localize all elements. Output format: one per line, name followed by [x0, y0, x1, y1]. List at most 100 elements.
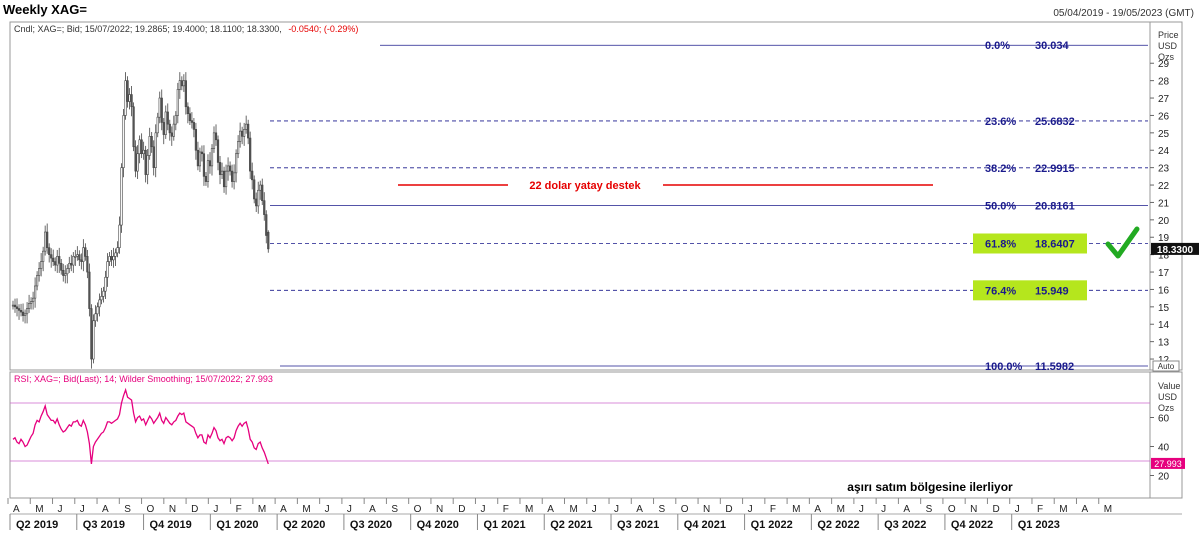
month-label: O: [147, 504, 155, 515]
price-tick-label: 14: [1158, 320, 1170, 331]
quarter-label: Q1 2023: [1018, 519, 1060, 531]
candle-body: [25, 308, 29, 315]
candle-body: [100, 296, 103, 301]
candle-body: [76, 254, 79, 257]
month-label: J: [1015, 504, 1020, 515]
candle-body: [228, 165, 232, 172]
candle-body: [11, 304, 15, 307]
candle-body: [21, 311, 25, 316]
price-tick-label: 25: [1158, 129, 1170, 140]
fib-value: 25.6832: [1035, 116, 1075, 128]
candle-body: [148, 136, 151, 156]
candle-body: [54, 261, 57, 266]
candle-body: [249, 137, 252, 172]
fib-percent: 23.6%: [985, 116, 1016, 128]
candle-body: [224, 170, 228, 188]
month-label: S: [391, 504, 398, 515]
price-tick-label: 17: [1158, 268, 1170, 279]
rsi-axis-title-line: Value: [1158, 381, 1180, 391]
rsi-panel-frame: [9, 371, 1183, 499]
month-label: J: [80, 504, 85, 515]
price-tick-label: 15: [1158, 303, 1170, 314]
candle-body: [36, 275, 39, 287]
month-label: M: [525, 504, 533, 515]
candle-body: [263, 200, 266, 215]
fibonacci-levels: [270, 44, 1148, 367]
candle-body: [52, 257, 55, 262]
quarter-label: Q3 2021: [617, 519, 659, 531]
candle-body: [23, 313, 27, 316]
rsi-bound-lines: [10, 402, 1150, 462]
quarter-label: Q4 2019: [150, 519, 192, 531]
month-label: J: [347, 504, 352, 515]
auto-scale-button[interactable]: [1152, 360, 1180, 372]
price-tick-label: 13: [1158, 338, 1170, 349]
candle-body: [245, 123, 248, 130]
auto-scale-label[interactable]: Auto: [1158, 362, 1175, 371]
candle-body: [214, 132, 218, 141]
candle-body: [198, 151, 202, 167]
quarter-label: Q1 2022: [751, 519, 793, 531]
month-label: F: [503, 504, 509, 515]
fib-percent: 50.0%: [985, 201, 1016, 213]
quarter-label: Q2 2019: [16, 519, 58, 531]
month-label: F: [236, 504, 242, 515]
price-tick-label: 18: [1158, 251, 1170, 262]
candle-body: [230, 170, 234, 182]
month-label: J: [614, 504, 619, 515]
candle-body: [180, 80, 183, 87]
month-label: D: [725, 504, 732, 515]
candle-body: [146, 155, 149, 175]
fib-percent: 61.8%: [985, 238, 1016, 250]
candle-body: [130, 94, 133, 108]
month-label: A: [636, 504, 643, 515]
candle-body: [194, 129, 198, 151]
candle-body: [226, 165, 230, 172]
price-panel-frame: [9, 21, 1183, 371]
price-tick-label: 27: [1158, 94, 1170, 105]
fib-value: 11.5982: [1035, 361, 1074, 373]
candle-body: [212, 132, 216, 149]
candle-body: [160, 97, 163, 123]
month-label: J: [859, 504, 864, 515]
candle-body: [44, 231, 47, 252]
candle-body: [174, 115, 177, 125]
candle-body: [128, 94, 131, 102]
candle-body: [48, 247, 51, 255]
month-label: M: [570, 504, 578, 515]
candle-body: [78, 254, 81, 261]
fib-highlight-boxes: [973, 233, 1087, 301]
price-info-line: Cndl; XAG=; Bid; 15/07/2022; 19.2865; 19…: [14, 24, 358, 34]
candle-body: [259, 184, 262, 191]
month-label: O: [948, 504, 956, 515]
candle-body: [66, 268, 69, 275]
candle-body: [265, 214, 268, 236]
candle-body: [72, 256, 75, 266]
candle-body: [158, 97, 161, 118]
price-axis-title-line: Ozs: [1158, 52, 1175, 62]
candle-body: [96, 306, 99, 315]
price-tick-label: 26: [1158, 111, 1170, 122]
candle-body: [172, 123, 175, 137]
candle-body: [154, 132, 157, 168]
candle-body: [208, 160, 212, 167]
candle-body: [104, 276, 107, 292]
month-label: A: [369, 504, 376, 515]
month-label: A: [13, 504, 20, 515]
candle-body: [218, 162, 222, 175]
candle-body: [202, 153, 206, 177]
check-mark-icon: [1105, 226, 1140, 259]
candle-body: [29, 301, 33, 304]
price-info-change: -0.0540; (-0.29%): [288, 24, 358, 34]
price-tick-label: 19: [1158, 233, 1170, 244]
fib-value: 18.6407: [1035, 238, 1075, 250]
candle-body: [31, 297, 35, 302]
candle-body: [156, 116, 159, 134]
rsi-tick-label: 20: [1158, 472, 1170, 483]
month-label: D: [458, 504, 465, 515]
candle-body: [192, 122, 196, 130]
month-label: S: [124, 504, 131, 515]
candle-body: [108, 256, 111, 262]
month-label: J: [213, 504, 218, 515]
